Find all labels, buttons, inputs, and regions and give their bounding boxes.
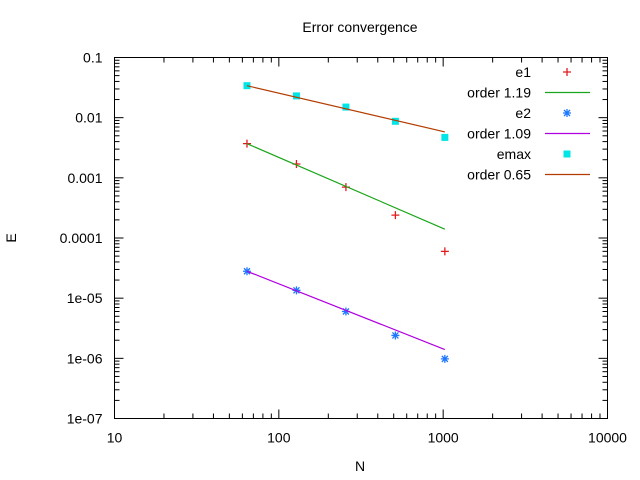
axis-ticks xyxy=(114,57,608,419)
fit-line xyxy=(246,85,445,133)
legend-label: order 1.19 xyxy=(467,85,531,101)
plus-marker xyxy=(563,68,571,76)
series-order-1-19 xyxy=(246,143,446,230)
series-order-0-65 xyxy=(246,85,445,133)
chart-title: Error convergence xyxy=(302,19,417,35)
square-marker xyxy=(391,117,399,125)
y-tick-label: 0.001 xyxy=(67,170,102,186)
legend-label: e1 xyxy=(515,64,531,80)
square-marker xyxy=(342,103,350,111)
legend-label: order 1.09 xyxy=(467,126,531,142)
plus-marker xyxy=(242,139,251,148)
square-marker xyxy=(292,92,300,100)
y-tick-label: 0.1 xyxy=(83,50,103,66)
star-marker xyxy=(391,331,400,340)
plus-marker xyxy=(391,211,400,220)
series-emax xyxy=(243,82,449,141)
fit-line xyxy=(246,270,446,351)
series-order-1-09 xyxy=(246,270,446,351)
square-marker xyxy=(563,150,571,158)
y-tick-label: 1e-07 xyxy=(67,411,103,427)
legend-label: order 0.65 xyxy=(467,167,531,183)
y-axis-label: E xyxy=(3,233,19,242)
series-e2 xyxy=(242,267,449,363)
square-marker xyxy=(441,133,449,141)
plot-frame xyxy=(114,57,608,419)
axis-tick-labels: 10 100 1000 10000 0.1 0.01 0.001 0.0001 1e-05 1e-… xyxy=(60,50,628,446)
x-tick-label: 10000 xyxy=(588,430,627,446)
star-marker xyxy=(440,354,449,363)
series-e1 xyxy=(242,139,449,256)
legend: e1 order 1.19 e2 order 1.09 emax order 0.65 xyxy=(467,64,590,183)
y-tick-label: 0.0001 xyxy=(60,230,103,246)
y-tick-label: 1e-05 xyxy=(67,290,103,306)
plus-marker xyxy=(440,247,449,256)
legend-label: emax xyxy=(497,146,531,162)
fit-line xyxy=(246,143,446,230)
star-marker xyxy=(563,109,571,117)
x-axis-label: N xyxy=(355,458,365,474)
y-tick-label: 0.01 xyxy=(75,110,102,126)
data-series xyxy=(242,82,449,363)
y-tick-label: 1e-06 xyxy=(67,350,103,366)
star-marker xyxy=(341,307,350,316)
legend-label: e2 xyxy=(515,105,531,121)
x-tick-label: 1000 xyxy=(428,430,459,446)
x-tick-label: 100 xyxy=(267,430,291,446)
x-tick-label: 10 xyxy=(107,430,123,446)
star-marker xyxy=(242,267,251,276)
